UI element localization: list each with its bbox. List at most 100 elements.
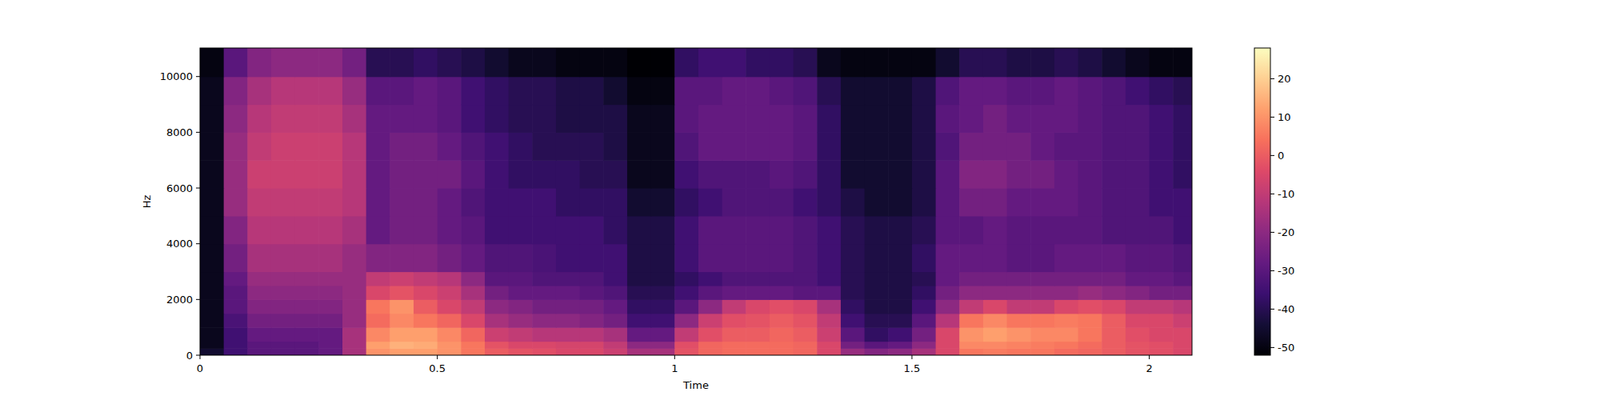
cell xyxy=(864,76,889,105)
y-tick-label: 8000 xyxy=(166,126,193,139)
cell xyxy=(674,272,699,287)
cell xyxy=(864,216,889,244)
cell xyxy=(983,160,1008,188)
cell xyxy=(769,299,794,314)
colorbar-tick-label: -30 xyxy=(1277,264,1295,277)
cell xyxy=(936,216,960,244)
cell xyxy=(389,348,414,356)
cell xyxy=(627,48,652,77)
cell xyxy=(508,285,533,300)
cell xyxy=(247,341,272,349)
cell xyxy=(816,188,841,216)
cell xyxy=(816,244,841,272)
cell xyxy=(1030,160,1055,188)
cell xyxy=(936,299,960,314)
cell xyxy=(318,188,343,216)
cell xyxy=(769,104,794,133)
cell xyxy=(840,313,865,328)
cell xyxy=(888,327,912,342)
cell xyxy=(413,160,438,188)
cell xyxy=(769,48,794,77)
cell xyxy=(912,272,936,287)
cell xyxy=(698,216,723,244)
cell xyxy=(888,285,912,300)
cell xyxy=(959,313,984,328)
cell xyxy=(1078,76,1103,105)
cell xyxy=(1172,104,1192,133)
cell xyxy=(413,327,438,342)
cell xyxy=(389,48,414,77)
cell xyxy=(366,244,391,272)
cell xyxy=(318,272,343,287)
cell xyxy=(888,299,912,314)
cell xyxy=(247,272,272,287)
cell xyxy=(247,285,272,300)
cell xyxy=(1101,160,1126,188)
cell xyxy=(1125,272,1150,287)
cell xyxy=(580,160,604,188)
cell xyxy=(484,132,509,160)
cell xyxy=(532,327,556,342)
cell xyxy=(271,272,296,287)
cell xyxy=(437,272,462,287)
cell xyxy=(437,216,462,244)
cell xyxy=(888,76,912,105)
cell xyxy=(936,104,960,133)
cell xyxy=(200,327,224,342)
cell xyxy=(508,327,533,342)
cells xyxy=(200,48,1192,356)
cell xyxy=(888,244,912,272)
cell xyxy=(580,272,604,287)
cell xyxy=(627,160,652,188)
cell xyxy=(366,76,391,105)
cell xyxy=(1149,313,1174,328)
cell xyxy=(698,188,723,216)
cell xyxy=(1054,285,1079,300)
cell xyxy=(342,244,367,272)
cell xyxy=(816,160,841,188)
cell xyxy=(389,299,414,314)
cell xyxy=(460,216,485,244)
cell xyxy=(1172,244,1192,272)
cell xyxy=(484,76,509,105)
cell xyxy=(983,244,1008,272)
cell xyxy=(532,341,556,349)
cell xyxy=(460,348,485,356)
cell xyxy=(271,160,296,188)
cell xyxy=(769,348,794,356)
cell xyxy=(271,48,296,77)
cell xyxy=(1030,285,1055,300)
cell xyxy=(651,48,676,77)
cell xyxy=(342,188,367,216)
colorbar-tick-label: -20 xyxy=(1277,226,1295,239)
cell xyxy=(1172,48,1192,77)
cell xyxy=(1125,76,1150,105)
cell xyxy=(318,48,343,77)
cell xyxy=(508,272,533,287)
cell xyxy=(200,188,224,216)
cell xyxy=(484,313,509,328)
cell xyxy=(959,299,984,314)
cell xyxy=(959,48,984,77)
cell xyxy=(651,327,676,342)
cell xyxy=(912,216,936,244)
cell xyxy=(1149,160,1174,188)
cell xyxy=(1078,348,1103,356)
cell xyxy=(888,216,912,244)
cell xyxy=(840,348,865,356)
cell xyxy=(200,132,224,160)
cell xyxy=(769,244,794,272)
cell xyxy=(1030,272,1055,287)
cell xyxy=(295,285,320,300)
y-tick-label: 6000 xyxy=(166,182,193,195)
cell xyxy=(722,299,747,314)
cell xyxy=(1030,313,1055,328)
cell xyxy=(603,244,628,272)
cell xyxy=(556,160,580,188)
cell xyxy=(460,104,485,133)
cell xyxy=(1007,341,1032,349)
cell xyxy=(437,188,462,216)
cell xyxy=(200,299,224,314)
y-tick xyxy=(196,76,200,77)
cell xyxy=(366,327,391,342)
